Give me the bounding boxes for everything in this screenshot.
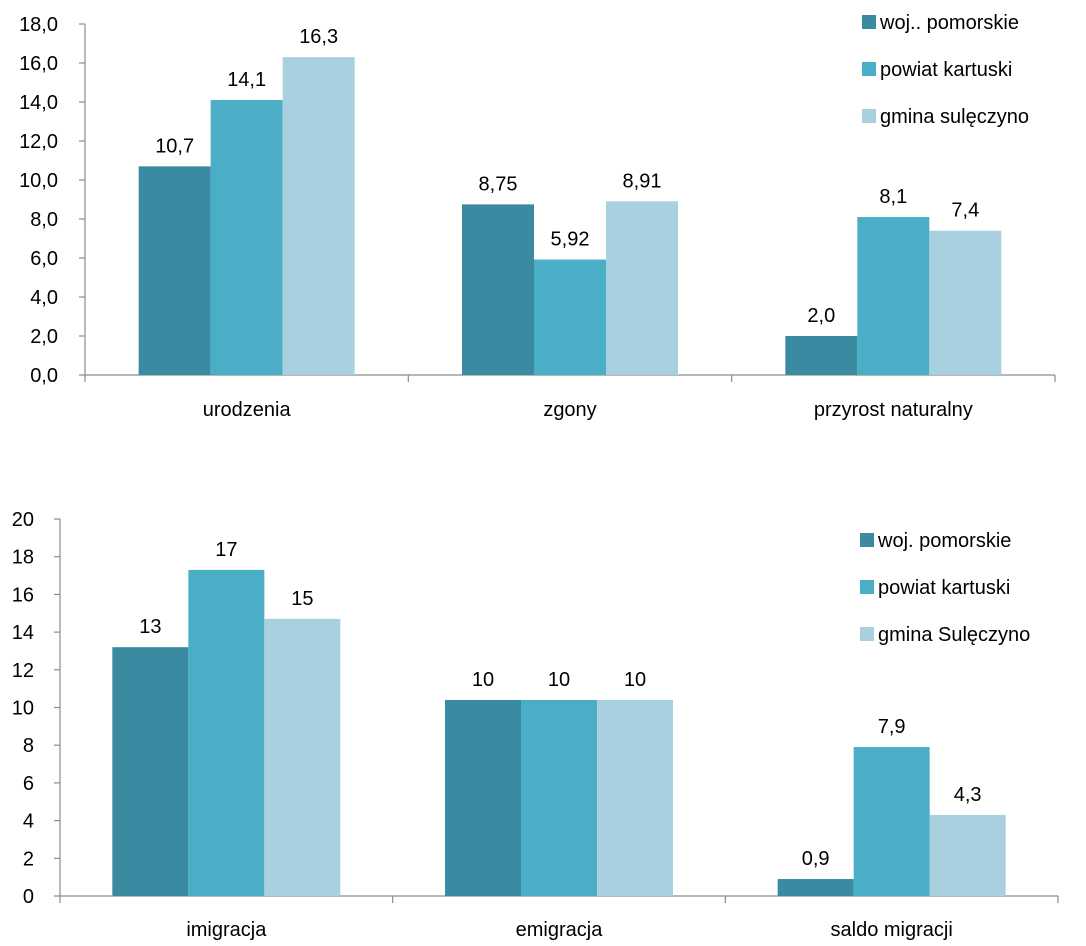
category-label: emigracja: [516, 919, 604, 941]
bar-przyrost-naturalny-1: [857, 217, 930, 375]
y-tick-label: 6: [23, 773, 34, 795]
data-label: 13: [139, 616, 161, 638]
data-label: 10: [624, 669, 646, 691]
y-tick-label: 12: [12, 660, 34, 682]
y-tick-label: 8: [23, 735, 34, 757]
bar-imigracja-0: [112, 647, 189, 896]
y-tick-label: 4,0: [30, 287, 58, 309]
y-tick-label: 2,0: [30, 326, 58, 348]
bar-emigracja-1: [521, 699, 597, 896]
bar-emigracja-2: [597, 699, 673, 896]
category-label: zgony: [543, 399, 596, 421]
y-tick-label: 0,0: [30, 365, 58, 387]
y-tick-label: 18: [12, 547, 34, 569]
data-label: 10,7: [155, 135, 194, 157]
bar-saldo-migracji-1: [853, 747, 930, 896]
legend-swatch: [862, 15, 876, 29]
data-label: 7,4: [951, 200, 979, 222]
legend-label: powiat kartuski: [880, 59, 1012, 81]
legend-label: gmina Sulęczyno: [878, 624, 1030, 646]
chart-birth-death: 0,0 2,0 4,0 6,0 8,0 10,0 12,0 14,0 16,0 18,0 10,7 1…: [19, 12, 1056, 421]
category-label: przyrost naturalny: [814, 399, 973, 421]
bar-emigracja-0: [445, 699, 521, 896]
y-tick-label: 14: [12, 622, 34, 644]
y-tick-label: 16: [12, 584, 34, 606]
y-tick-label: 14,0: [19, 92, 58, 114]
category-label: saldo migracji: [831, 919, 953, 941]
data-label: 7,9: [878, 716, 906, 738]
y-tick-label: 16,0: [19, 53, 58, 75]
y-tick-label: 0: [23, 886, 34, 908]
y-tick-label: 10,0: [19, 170, 58, 192]
y-tick-label: 18,0: [19, 14, 58, 36]
bar-urodzenia-1: [210, 100, 283, 376]
bar-urodzenia-0: [138, 166, 211, 375]
bar-imigracja-2: [264, 618, 341, 896]
data-label: 8,1: [879, 186, 907, 208]
legend-label: powiat kartuski: [878, 577, 1010, 599]
bar-przyrost-naturalny-2: [929, 230, 1002, 375]
data-label: 5,92: [551, 229, 590, 251]
data-label: 15: [291, 588, 313, 610]
bar-zgony-1: [534, 259, 606, 375]
y-tick-label: 10: [12, 698, 34, 720]
bar-imigracja-1: [188, 569, 265, 896]
y-tick-label: 2: [23, 848, 34, 870]
y-tick-label: 20: [12, 509, 34, 531]
data-label: 10: [472, 669, 494, 691]
bar-zgony-2: [606, 201, 678, 375]
chart-migration: 0 2 4 6 8 10 12 14 16 18 20 13 17 15 imigracja 10 10 10 em…: [12, 509, 1059, 941]
y-tick-label: 12,0: [19, 131, 58, 153]
legend-swatch: [860, 627, 874, 641]
bar-zgony-0: [462, 204, 534, 375]
bar-przyrost-naturalny-0: [785, 336, 858, 375]
legend-swatch: [860, 580, 874, 594]
category-label: urodzenia: [203, 399, 292, 421]
data-label: 8,91: [623, 170, 662, 192]
legend-label: woj.. pomorskie: [879, 12, 1019, 34]
data-label: 4,3: [954, 784, 982, 806]
y-tick-label: 8,0: [30, 209, 58, 231]
data-label: 8,75: [479, 173, 518, 195]
category-label: imigracja: [186, 919, 267, 941]
data-label: 0,9: [802, 848, 830, 870]
legend-swatch: [860, 533, 874, 547]
data-label: 2,0: [807, 305, 835, 327]
y-tick-label: 6,0: [30, 248, 58, 270]
bar-saldo-migracji-2: [929, 814, 1006, 896]
data-label: 16,3: [299, 26, 338, 48]
data-label: 17: [215, 539, 237, 561]
data-label: 10: [548, 669, 570, 691]
legend-label: gmina sulęczyno: [880, 106, 1029, 128]
bar-urodzenia-2: [282, 57, 355, 376]
legend-label: woj. pomorskie: [877, 530, 1011, 552]
y-tick-label: 4: [23, 811, 34, 833]
legend-swatch: [862, 109, 876, 123]
data-label: 14,1: [227, 69, 266, 91]
legend-swatch: [862, 62, 876, 76]
bar-saldo-migracji-0: [777, 879, 854, 896]
